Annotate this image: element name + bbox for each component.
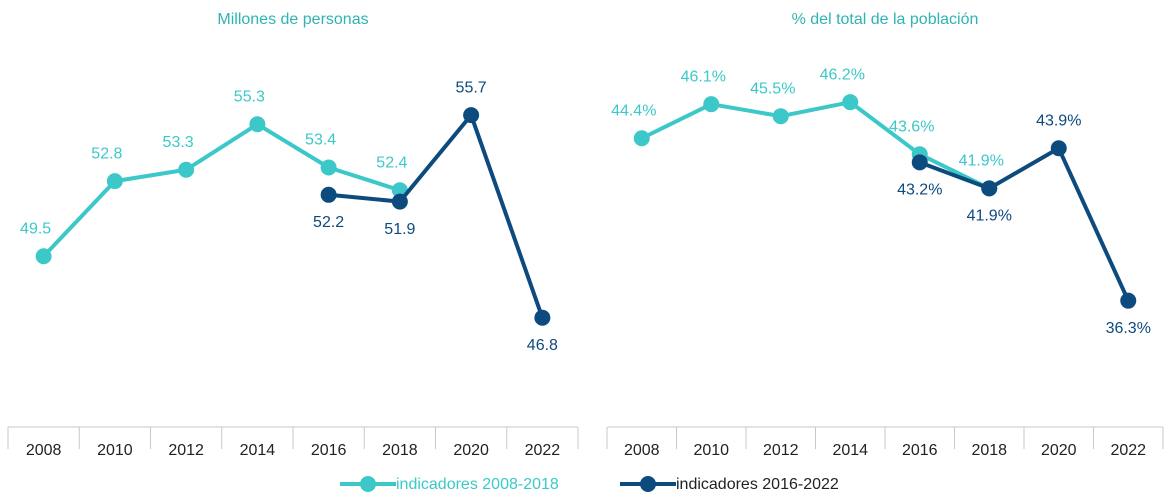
data-label: 41.9% (967, 208, 1012, 225)
data-point (703, 96, 720, 113)
chart-title: Millones de personas (217, 11, 368, 28)
x-tick-label: 2016 (902, 442, 938, 459)
data-label: 45.5% (750, 80, 795, 97)
data-point (106, 173, 123, 190)
data-label: 53.4 (305, 132, 336, 149)
data-label: 43.6% (889, 119, 934, 136)
data-label: 46.8 (527, 337, 558, 354)
data-label: 44.4% (611, 102, 656, 119)
legend-label: indicadores 2016-2022 (676, 476, 839, 493)
data-label: 52.2 (313, 214, 344, 231)
data-label: 52.8 (91, 145, 122, 162)
chart-title: % del total de la población (792, 11, 979, 28)
x-tick-label: 2020 (453, 442, 489, 459)
data-label: 55.3 (234, 88, 265, 105)
x-tick-label: 2012 (763, 442, 799, 459)
data-point (1120, 292, 1137, 309)
x-tick-label: 2020 (1041, 442, 1077, 459)
data-label: 41.9% (959, 153, 1004, 170)
data-label: 55.7 (456, 79, 487, 96)
data-point (981, 180, 998, 197)
x-tick-label: 2018 (382, 442, 418, 459)
data-point (320, 159, 337, 176)
data-label: 43.2% (897, 182, 942, 199)
data-point (772, 108, 789, 125)
x-tick-label: 2016 (311, 442, 347, 459)
x-tick-label: 2010 (693, 442, 729, 459)
x-tick-label: 2014 (832, 442, 868, 459)
data-point (249, 116, 266, 133)
data-point (35, 248, 52, 265)
x-tick-label: 2012 (168, 442, 204, 459)
legend-marker (640, 476, 656, 492)
data-point (534, 309, 551, 326)
data-point (391, 193, 408, 210)
data-point (1050, 140, 1067, 157)
x-tick-label: 2010 (97, 442, 133, 459)
data-point (320, 186, 337, 203)
data-point (633, 130, 650, 147)
data-label: 46.1% (681, 68, 726, 85)
series-line (328, 113, 545, 319)
data-point (178, 161, 195, 178)
x-tick-label: 2018 (971, 442, 1007, 459)
data-label: 51.9 (384, 221, 415, 238)
x-tick-label: 2008 (624, 442, 660, 459)
data-label: 36.3% (1106, 320, 1151, 337)
data-label: 46.2% (820, 66, 865, 83)
x-tick-label: 2022 (525, 442, 561, 459)
series-line (640, 100, 991, 191)
data-label: 49.5 (20, 220, 51, 237)
data-label: 53.3 (163, 134, 194, 151)
series-line (919, 146, 1131, 302)
legend-marker (360, 476, 376, 492)
legend-label: indicadores 2008-2018 (396, 476, 559, 493)
data-label: 52.4 (376, 154, 407, 171)
x-tick-label: 2022 (1110, 442, 1146, 459)
data-point (463, 107, 480, 124)
series-line (42, 122, 401, 258)
data-point (842, 94, 859, 111)
data-label: 43.9% (1036, 112, 1081, 129)
x-tick-label: 2014 (240, 442, 276, 459)
x-tick-label: 2008 (26, 442, 62, 459)
data-point (911, 154, 928, 171)
